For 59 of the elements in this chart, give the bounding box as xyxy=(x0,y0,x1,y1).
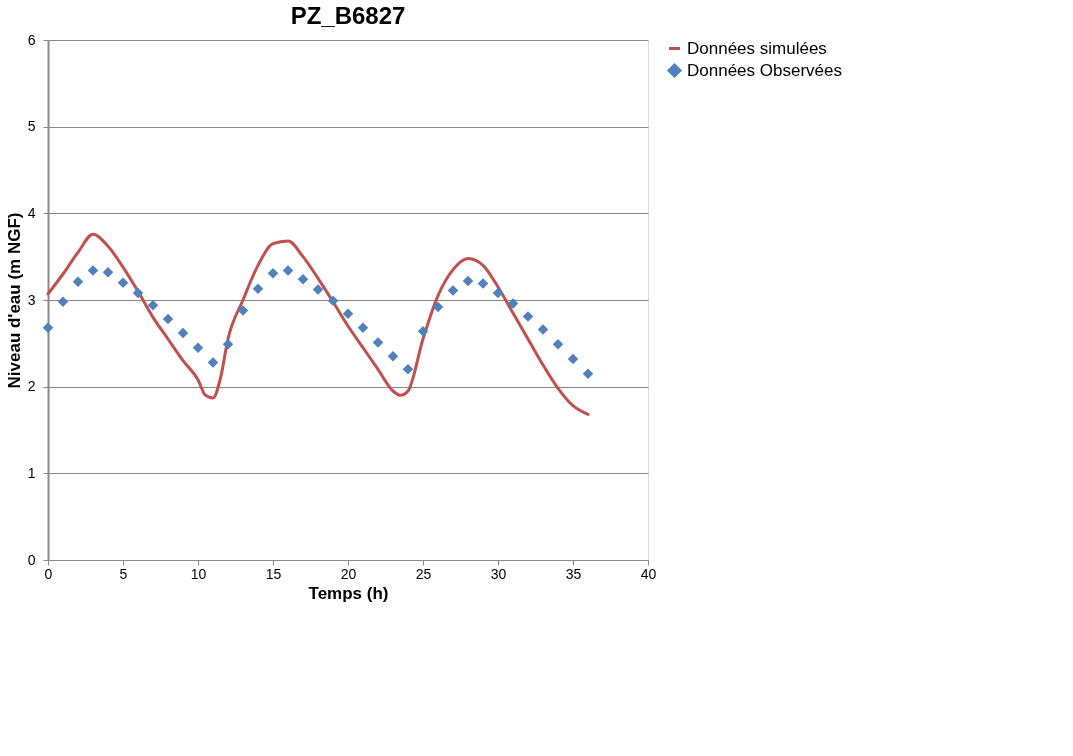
point xyxy=(447,285,459,296)
point xyxy=(432,301,444,313)
point xyxy=(522,311,534,322)
point xyxy=(72,276,84,288)
point xyxy=(222,338,234,350)
point xyxy=(57,296,69,307)
point xyxy=(252,283,264,294)
x-tick-label: 20 xyxy=(340,565,357,582)
point xyxy=(552,338,564,350)
y-tick-label: 3 xyxy=(27,291,36,308)
point xyxy=(192,342,204,353)
point xyxy=(372,337,384,348)
point xyxy=(312,284,324,295)
point xyxy=(237,305,249,316)
point xyxy=(87,265,99,276)
x-tick-label: 35 xyxy=(565,565,582,582)
y-axis-title: Niveau d'eau (m NGF) xyxy=(4,212,24,389)
y-tick-label: 6 xyxy=(27,31,36,48)
y-tick-label: 0 xyxy=(27,551,36,568)
point xyxy=(267,267,279,279)
point xyxy=(147,299,159,311)
point xyxy=(42,322,54,333)
point xyxy=(492,287,504,299)
x-tick-label: 30 xyxy=(490,565,507,582)
legend-label: Données Observées xyxy=(687,60,842,80)
point xyxy=(462,275,474,287)
y-tick-label: 5 xyxy=(27,118,36,135)
point xyxy=(357,322,369,333)
y-tick-label: 4 xyxy=(27,204,36,221)
point xyxy=(207,357,219,368)
x-axis-title: Temps (h) xyxy=(308,583,389,603)
x-tick-label: 0 xyxy=(44,565,53,582)
y-tick-label: 2 xyxy=(27,378,36,395)
point xyxy=(387,351,399,362)
line-series xyxy=(46,232,590,416)
x-tick-label: 10 xyxy=(190,565,207,582)
point xyxy=(507,298,519,309)
point xyxy=(162,313,174,325)
point xyxy=(537,324,549,335)
point xyxy=(297,273,309,285)
x-tick-label: 15 xyxy=(265,565,282,582)
point xyxy=(567,353,579,365)
point xyxy=(132,287,144,299)
point xyxy=(342,308,354,320)
chart-title: PZ_B6827 xyxy=(290,2,406,29)
y-tick-label: 1 xyxy=(27,464,36,481)
point xyxy=(417,325,429,337)
point xyxy=(402,364,414,375)
legend-label: Données simulées xyxy=(687,38,827,58)
point xyxy=(177,327,189,339)
point xyxy=(117,277,129,288)
point xyxy=(477,278,489,289)
x-tick-label: 40 xyxy=(640,565,657,582)
point xyxy=(327,295,339,307)
point xyxy=(582,368,594,379)
point xyxy=(102,267,114,278)
point xyxy=(282,265,294,276)
x-tick-label: 5 xyxy=(119,565,128,582)
x-tick-label: 25 xyxy=(415,565,432,582)
